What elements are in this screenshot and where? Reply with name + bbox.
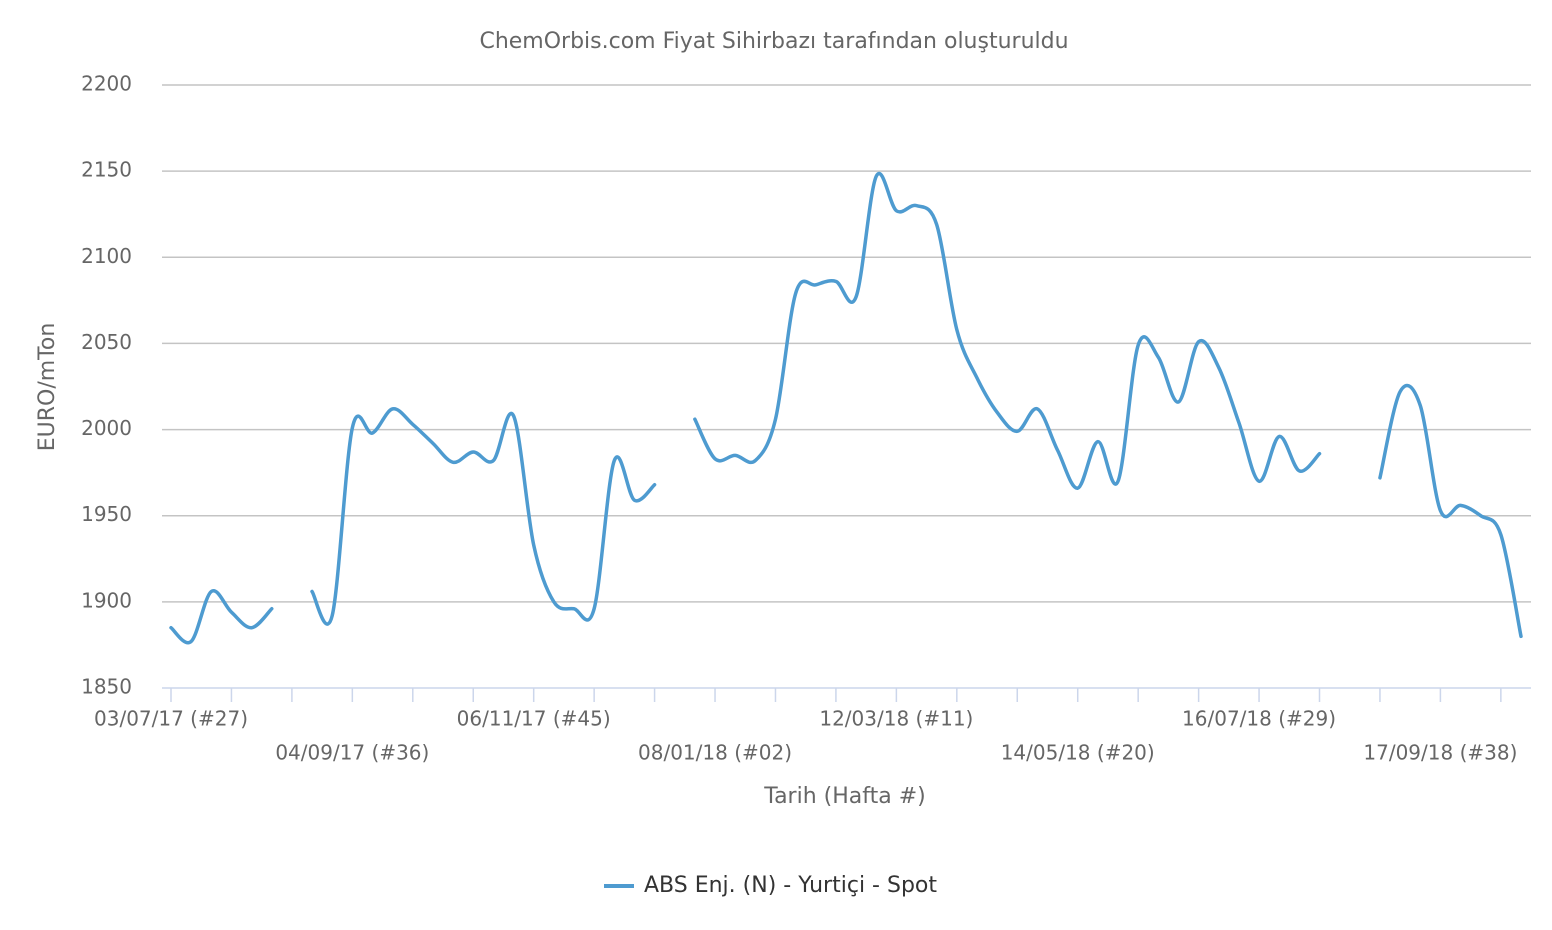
x-tick-label: 17/09/18 (#38)	[1363, 741, 1517, 765]
legend-label: ABS Enj. (N) - Yurtiçi - Spot	[644, 873, 937, 898]
y-tick-label: 2100	[81, 244, 132, 268]
x-tick-label: 14/05/18 (#20)	[1001, 741, 1155, 765]
y-tick-label: 1950	[81, 502, 132, 526]
y-tick-label: 1900	[81, 588, 132, 612]
x-tick-label: 16/07/18 (#29)	[1182, 707, 1336, 731]
x-tick-label: 03/07/17 (#27)	[94, 707, 248, 731]
x-tick-label: 12/03/18 (#11)	[819, 707, 973, 731]
y-axis-label: EURO/mTon	[35, 323, 60, 452]
y-tick-label: 2050	[81, 330, 132, 354]
y-tick-label: 2150	[81, 158, 132, 182]
y-tick-label: 2000	[81, 416, 132, 440]
x-tick-label: 06/11/17 (#45)	[457, 707, 611, 731]
x-tick-label: 08/01/18 (#02)	[638, 741, 792, 765]
chart-title: ChemOrbis.com Fiyat Sihirbazı tarafından…	[479, 29, 1068, 54]
y-tick-label: 1850	[81, 675, 132, 699]
y-tick-label: 2200	[81, 72, 132, 96]
data-line	[169, 171, 1523, 645]
x-tick-label: 04/09/17 (#36)	[275, 741, 429, 765]
x-axis-label: Tarih (Hafta #)	[763, 784, 925, 809]
